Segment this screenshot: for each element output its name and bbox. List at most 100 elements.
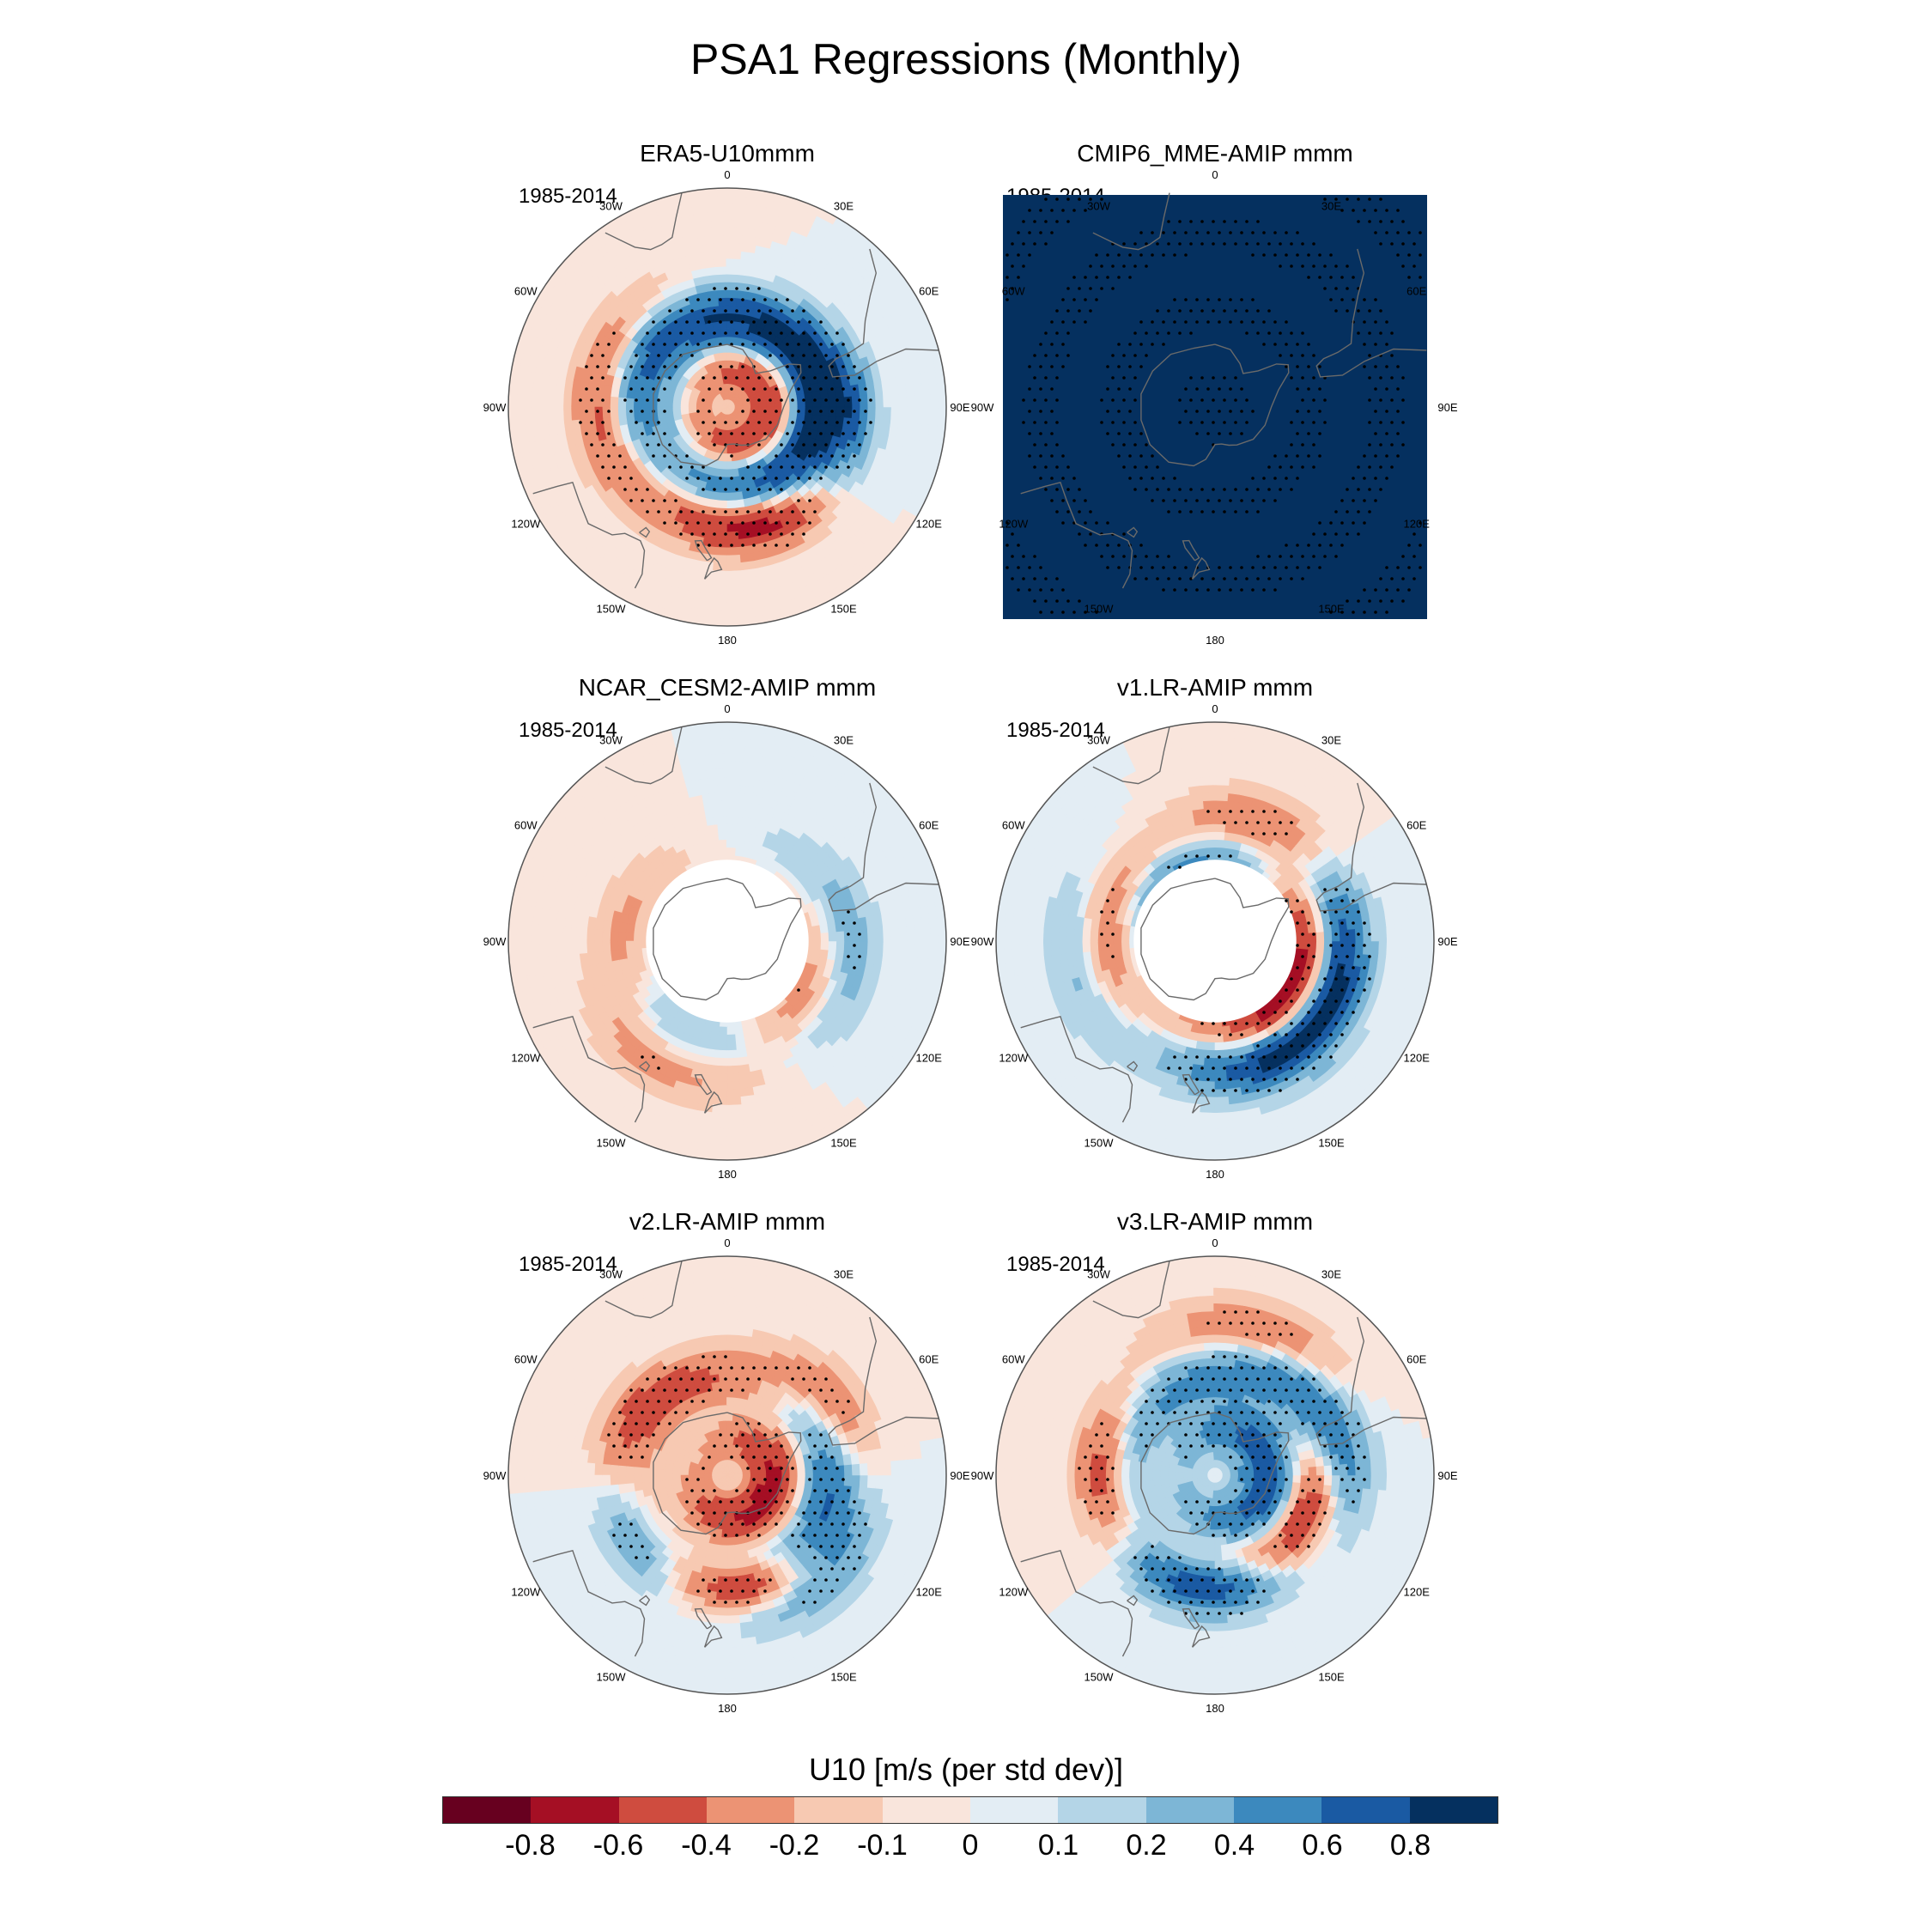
field-cell	[851, 405, 861, 419]
field-cell	[570, 406, 580, 422]
stipple-dot	[858, 443, 861, 447]
field-cell	[1315, 939, 1325, 951]
stipple-dot	[1178, 398, 1182, 402]
field-cell	[562, 392, 572, 409]
stipple-dot	[1296, 454, 1299, 458]
stipple-dot	[1267, 242, 1271, 246]
stipple-dot	[1256, 331, 1260, 335]
stipple-dot	[1296, 365, 1299, 368]
stipple-dot	[1218, 566, 1221, 569]
stipple-dot	[690, 354, 694, 357]
stipple-dot	[1055, 197, 1059, 201]
stipple-dot	[730, 477, 733, 480]
stipple-dot	[674, 365, 677, 368]
stipple-dot	[1117, 432, 1121, 435]
stipple-dot	[1089, 264, 1092, 268]
stipple-dot	[1106, 365, 1109, 368]
stipple-dot	[1139, 432, 1143, 435]
stipple-dot	[1307, 387, 1310, 391]
stipple-dot	[1234, 510, 1237, 513]
stipple-dot	[1407, 544, 1411, 547]
stipple-dot	[690, 331, 694, 335]
stipple-dot	[741, 410, 744, 413]
stipple-dot	[1301, 443, 1304, 447]
field-cell	[555, 406, 564, 424]
stipple-dot	[1419, 544, 1422, 547]
stipple-dot	[1401, 555, 1405, 558]
stipple-dot	[746, 376, 750, 380]
stipple-dot	[824, 354, 828, 357]
field-cell	[726, 546, 742, 556]
field-cell	[711, 1112, 729, 1121]
stipple-dot	[1173, 320, 1176, 324]
stipple-dot	[1229, 566, 1232, 569]
stipple-dot	[1267, 309, 1271, 313]
stipple-dot	[713, 488, 716, 491]
stipple-dot	[1039, 454, 1042, 458]
stipple-dot	[596, 387, 599, 391]
stipple-dot	[1285, 320, 1288, 324]
stipple-dot	[830, 387, 834, 391]
stipple-dot	[663, 320, 666, 324]
stipple-dot	[1368, 354, 1371, 357]
field-cell	[726, 523, 740, 533]
stipple-dot	[1296, 566, 1299, 569]
stipple-dot	[679, 331, 683, 335]
stipple-dot	[797, 365, 800, 368]
stipple-dot	[1139, 253, 1143, 257]
stipple-dot	[741, 365, 744, 368]
stipple-dot	[1262, 566, 1266, 569]
stipple-dot	[1368, 443, 1371, 447]
stipple-dot	[596, 410, 599, 413]
stipple-dot	[1379, 488, 1382, 491]
stipple-dot	[1363, 611, 1366, 614]
stipple-dot	[1200, 398, 1204, 402]
stipple-dot	[797, 521, 800, 525]
stipple-dot	[1396, 410, 1400, 413]
stipple-dot	[1301, 242, 1304, 246]
stipple-dot	[1178, 220, 1182, 223]
field-cell	[1315, 949, 1325, 961]
stipple-dot	[1050, 611, 1054, 614]
stipple-dot	[1229, 499, 1232, 502]
stipple-dot	[813, 354, 817, 357]
stipple-dot	[1251, 477, 1255, 480]
field-cell	[593, 929, 604, 943]
stipple-dot	[1055, 510, 1059, 513]
field-cell	[726, 273, 739, 283]
stipple-dot	[1111, 264, 1115, 268]
field-cell	[708, 210, 728, 221]
stipple-dot	[646, 331, 649, 335]
stipple-dot	[1352, 477, 1355, 480]
stipple-dot	[1151, 343, 1154, 346]
stipple-dot	[802, 443, 805, 447]
field-cell	[726, 227, 744, 236]
field-cell	[866, 927, 877, 942]
field-cell	[555, 940, 564, 958]
stipple-dot	[719, 365, 722, 368]
stipple-dot	[819, 320, 823, 324]
stipple-dot	[752, 432, 756, 435]
stipple-dot	[1318, 276, 1321, 279]
stipple-dot	[1178, 421, 1182, 424]
stipple-dot	[791, 532, 794, 536]
stipple-dot	[847, 465, 850, 469]
stipple-dot	[763, 410, 767, 413]
stipple-dot	[1184, 566, 1188, 569]
stipple-dot	[1296, 253, 1299, 257]
stipple-dot	[657, 354, 660, 357]
stipple-dot	[808, 521, 811, 525]
stipple-dot	[702, 398, 705, 402]
stipple-dot	[1151, 477, 1154, 480]
stipple-dot	[1084, 499, 1087, 502]
field-cell	[726, 815, 739, 825]
stipple-dot	[853, 410, 856, 413]
lon-label: 120W	[511, 1052, 541, 1065]
stipple-dot	[1256, 555, 1260, 558]
stipple-dot	[1385, 432, 1388, 435]
stipple-dot	[1385, 588, 1388, 592]
stipple-dot	[1374, 588, 1377, 592]
stipple-dot	[791, 331, 794, 335]
stipple-dot	[1200, 242, 1204, 246]
stipple-dot	[1117, 276, 1121, 279]
